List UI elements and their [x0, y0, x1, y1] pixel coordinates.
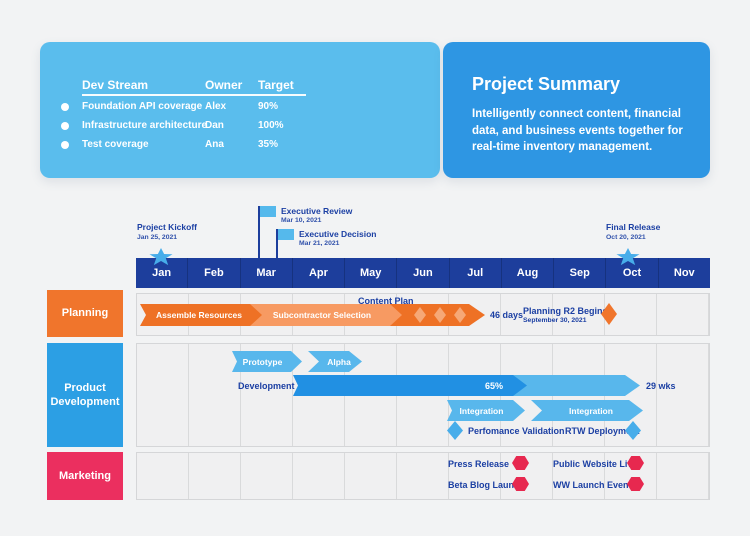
bar-integration-2: Integration — [531, 400, 643, 421]
dev-table-header-target: Target — [258, 78, 294, 92]
bar-subcontractor-selection: Subcontractor Selection — [250, 304, 402, 326]
planning-arrow: Assemble Resources Subcontractor Selecti… — [140, 304, 485, 326]
development-label: Development — [238, 381, 295, 391]
milestone-review-label: Executive Review — [281, 206, 353, 216]
planning-r2-date: September 30, 2021 — [523, 317, 587, 324]
bar-assemble-resources: Assemble Resources — [140, 304, 262, 326]
diamond-icon — [625, 421, 641, 440]
milestone-kickoff-label: Project Kickoff — [137, 222, 197, 232]
month-cell: Mar — [239, 258, 292, 288]
bar-integration-1: Integration — [447, 400, 525, 421]
dev-stream-name: Foundation API coverage — [82, 101, 203, 112]
dev-stream-owner: Dan — [205, 120, 224, 131]
table-row: Foundation API coverage Alex 90% — [40, 101, 440, 115]
flag-pole — [276, 229, 278, 258]
milestone-decision-date: Mar 21, 2021 — [299, 240, 340, 247]
diamond-icon — [447, 421, 463, 440]
table-row: Test coverage Ana 35% — [40, 139, 440, 153]
public-website-label: Public Website Live — [553, 459, 638, 469]
development-bar: 65% — [293, 375, 640, 396]
rtw-deployment-label: RTW Deployment — [565, 426, 640, 436]
milestone-kickoff-date: Jan 25, 2021 — [137, 234, 178, 241]
flag-icon — [278, 229, 294, 240]
flag-pole — [258, 206, 260, 258]
diamond-icon — [434, 307, 446, 323]
lane-label-planning: Planning — [47, 290, 123, 337]
dev-stream-target: 35% — [258, 139, 279, 150]
month-cell: Jul — [448, 258, 501, 288]
hexagon-icon — [512, 477, 529, 491]
diamond-icon — [454, 307, 466, 323]
hexagon-icon — [627, 456, 644, 470]
dev-table-header-stream: Dev Stream — [82, 78, 149, 92]
integration-arrow: Integration Integration — [447, 400, 643, 421]
dev-stream-owner: Ana — [205, 139, 224, 150]
press-release-label: Press Release — [448, 459, 510, 469]
diamond-icon — [601, 303, 617, 325]
month-cell: Feb — [187, 258, 239, 288]
product-lane-grid — [136, 343, 710, 447]
month-cell: Aug — [500, 258, 553, 288]
prototype-alpha-arrow: Prototype Alpha — [232, 351, 362, 372]
milestone-release-label: Final Release — [606, 222, 661, 232]
month-cell: Sep — [553, 258, 605, 288]
bar-alpha: Alpha — [308, 351, 362, 372]
development-duration-label: 29 wks — [646, 381, 676, 391]
dev-stream-target: 100% — [258, 120, 284, 131]
bar-content-plan — [390, 304, 485, 326]
lane-label-product: Product Development — [47, 343, 123, 447]
bullet-icon — [61, 141, 69, 149]
project-summary-panel: Project Summary Intelligently connect co… — [443, 42, 710, 178]
summary-body: Intelligently connect content, financial… — [472, 108, 683, 154]
dev-table-header-owner: Owner — [205, 78, 243, 92]
bullet-icon — [61, 103, 69, 111]
dev-stream-name: Infrastructure architecture — [82, 120, 208, 131]
hexagon-icon — [512, 456, 529, 470]
month-cell: Jan — [152, 267, 172, 279]
table-row: Infrastructure architecture Dan 100% — [40, 120, 440, 134]
bar-development-remaining — [513, 375, 640, 396]
content-plan-label: Content Plan — [358, 296, 414, 306]
milestone-release-date: Oct 20, 2021 — [606, 234, 646, 241]
performance-validation-label: Perfomance Validation — [468, 426, 565, 436]
dev-stream-name: Test coverage — [82, 139, 149, 150]
marketing-lane-grid — [136, 452, 710, 500]
table-header-underline — [82, 94, 306, 96]
month-cell: May — [344, 258, 396, 288]
bullet-icon — [61, 122, 69, 130]
month-cell: Nov — [657, 258, 710, 288]
flag-icon — [260, 206, 276, 217]
hexagon-icon — [627, 477, 644, 491]
planning-duration-label: 46 days — [490, 310, 524, 320]
lane-label-marketing: Marketing — [47, 452, 123, 500]
month-cell: Oct — [605, 258, 657, 288]
bar-prototype: Prototype — [232, 351, 302, 372]
dev-stream-panel: Dev Stream Owner Target Foundation API c… — [40, 42, 440, 178]
milestone-decision-label: Executive Decision — [299, 229, 377, 239]
milestone-review-date: Mar 10, 2021 — [281, 217, 322, 224]
summary-title: Project Summary — [472, 74, 621, 94]
month-cell: Jun — [396, 258, 448, 288]
dev-stream-target: 90% — [258, 101, 279, 112]
diamond-icon — [414, 307, 426, 323]
bar-development-progress: 65% — [293, 375, 527, 396]
dev-stream-owner: Alex — [205, 101, 227, 112]
month-axis: Jan Feb Mar Apr May Jun Jul Aug Sep Oct … — [136, 258, 710, 288]
planning-r2-label: Planning R2 Begins — [523, 306, 608, 316]
beta-blog-label: Beta Blog Launch — [448, 480, 525, 490]
month-cell: Apr — [291, 258, 344, 288]
ww-launch-label: WW Launch Event — [553, 480, 632, 490]
